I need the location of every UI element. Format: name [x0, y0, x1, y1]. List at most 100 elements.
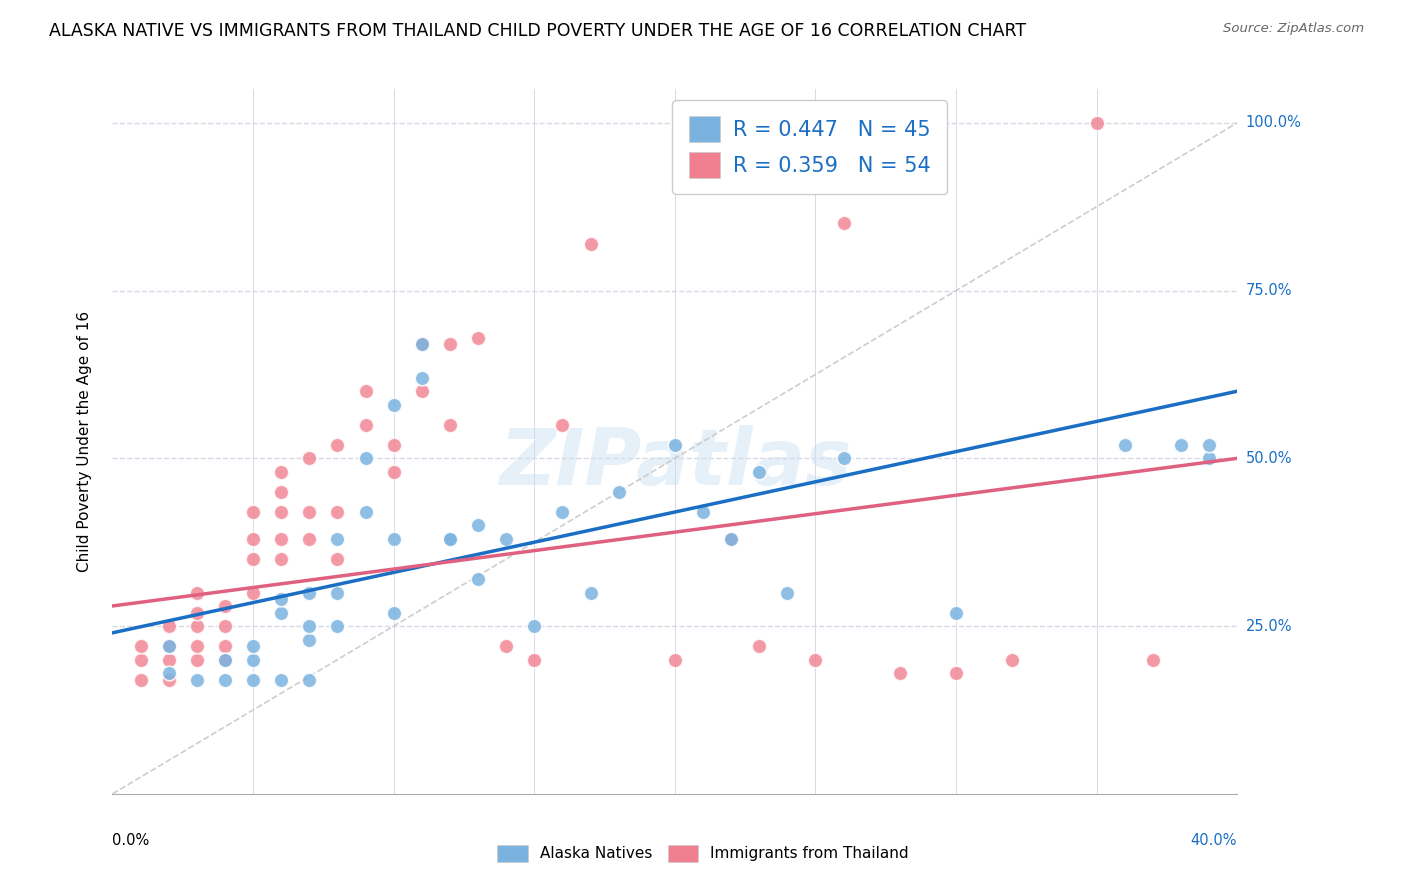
Point: [186, 639, 208, 653]
Point: [354, 384, 377, 399]
Point: [439, 532, 461, 546]
Point: [326, 552, 349, 566]
Point: [186, 673, 208, 687]
Point: [298, 532, 321, 546]
Legend: R = 0.447   N = 45, R = 0.359   N = 54: R = 0.447 N = 45, R = 0.359 N = 54: [672, 100, 948, 194]
Point: [242, 505, 264, 519]
Point: [270, 465, 292, 479]
Point: [270, 606, 292, 620]
Point: [298, 632, 321, 647]
Point: [129, 673, 152, 687]
Point: [411, 384, 433, 399]
Point: [270, 484, 292, 499]
Point: [1198, 451, 1220, 466]
Text: 75.0%: 75.0%: [1246, 283, 1292, 298]
Point: [832, 216, 855, 230]
Point: [467, 518, 489, 533]
Point: [214, 673, 236, 687]
Point: [298, 451, 321, 466]
Point: [129, 653, 152, 667]
Point: [439, 337, 461, 351]
Point: [664, 438, 686, 452]
Point: [214, 599, 236, 613]
Text: 40.0%: 40.0%: [1191, 832, 1237, 847]
Y-axis label: Child Poverty Under the Age of 16: Child Poverty Under the Age of 16: [77, 311, 91, 572]
Point: [748, 465, 770, 479]
Point: [270, 505, 292, 519]
Point: [411, 371, 433, 385]
Point: [523, 653, 546, 667]
Point: [242, 653, 264, 667]
Point: [242, 585, 264, 599]
Point: [579, 236, 602, 251]
Point: [157, 653, 180, 667]
Point: [354, 417, 377, 432]
Point: [1142, 653, 1164, 667]
Point: [242, 552, 264, 566]
Text: 0.0%: 0.0%: [112, 832, 149, 847]
Point: [270, 592, 292, 607]
Text: 50.0%: 50.0%: [1246, 450, 1292, 466]
Point: [186, 653, 208, 667]
Point: [945, 606, 967, 620]
Point: [945, 666, 967, 681]
Point: [382, 438, 405, 452]
Point: [129, 639, 152, 653]
Point: [495, 532, 517, 546]
Point: [214, 619, 236, 633]
Point: [242, 532, 264, 546]
Point: [326, 505, 349, 519]
Point: [242, 639, 264, 653]
Point: [1085, 116, 1108, 130]
Point: [411, 337, 433, 351]
Point: [1114, 438, 1136, 452]
Point: [270, 532, 292, 546]
Point: [326, 585, 349, 599]
Point: [495, 639, 517, 653]
Point: [186, 619, 208, 633]
Point: [214, 653, 236, 667]
Point: [804, 653, 827, 667]
Text: 100.0%: 100.0%: [1246, 115, 1302, 130]
Point: [664, 653, 686, 667]
Point: [467, 330, 489, 344]
Point: [298, 505, 321, 519]
Point: [551, 505, 574, 519]
Point: [889, 666, 911, 681]
Point: [186, 585, 208, 599]
Point: [523, 619, 546, 633]
Point: [551, 417, 574, 432]
Text: Source: ZipAtlas.com: Source: ZipAtlas.com: [1223, 22, 1364, 36]
Point: [354, 451, 377, 466]
Text: ALASKA NATIVE VS IMMIGRANTS FROM THAILAND CHILD POVERTY UNDER THE AGE OF 16 CORR: ALASKA NATIVE VS IMMIGRANTS FROM THAILAN…: [49, 22, 1026, 40]
Point: [157, 639, 180, 653]
Point: [439, 417, 461, 432]
Point: [832, 451, 855, 466]
Point: [186, 606, 208, 620]
Point: [157, 673, 180, 687]
Point: [776, 585, 799, 599]
Point: [382, 398, 405, 412]
Point: [607, 484, 630, 499]
Text: ZIPatlas: ZIPatlas: [499, 425, 851, 500]
Point: [270, 552, 292, 566]
Point: [382, 532, 405, 546]
Point: [579, 585, 602, 599]
Point: [1198, 438, 1220, 452]
Point: [326, 438, 349, 452]
Point: [382, 465, 405, 479]
Point: [214, 639, 236, 653]
Point: [467, 572, 489, 586]
Point: [354, 505, 377, 519]
Point: [157, 619, 180, 633]
Legend: Alaska Natives, Immigrants from Thailand: Alaska Natives, Immigrants from Thailand: [491, 838, 915, 868]
Point: [270, 673, 292, 687]
Point: [298, 619, 321, 633]
Point: [382, 606, 405, 620]
Point: [157, 666, 180, 681]
Point: [326, 532, 349, 546]
Point: [157, 639, 180, 653]
Text: 25.0%: 25.0%: [1246, 618, 1292, 633]
Point: [411, 337, 433, 351]
Point: [298, 585, 321, 599]
